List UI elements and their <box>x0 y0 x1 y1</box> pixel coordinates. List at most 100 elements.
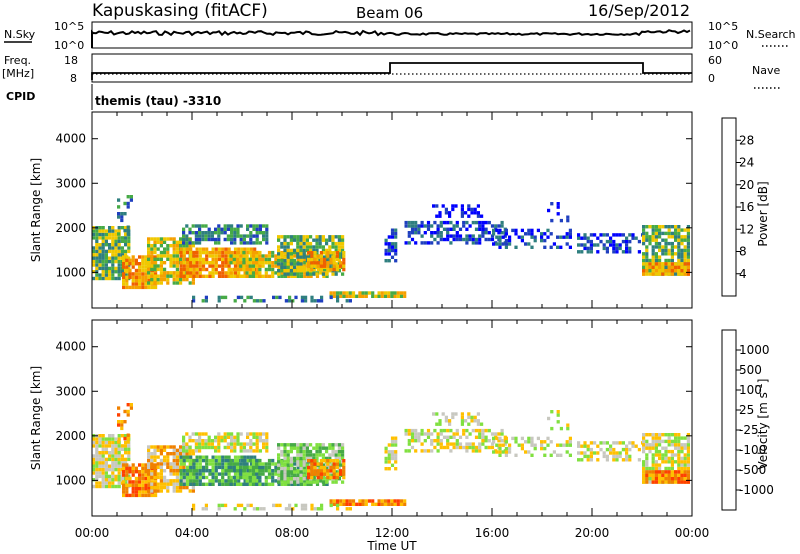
power-cell <box>605 239 609 244</box>
power-cell <box>492 228 496 233</box>
power-cell <box>124 226 128 230</box>
velocity-cell <box>316 475 320 480</box>
velocity-cell <box>332 502 336 506</box>
velocity-cell <box>277 470 281 474</box>
power-cell <box>628 239 632 244</box>
power-cell <box>661 225 665 229</box>
power-cell <box>468 237 472 242</box>
velocity-cell <box>645 456 649 461</box>
power-cell <box>345 294 349 298</box>
velocity-cell <box>390 436 395 440</box>
power-cell <box>504 242 508 246</box>
power-cell <box>508 242 512 246</box>
velocity-cell <box>612 441 616 445</box>
power-cell <box>101 276 105 281</box>
power-cell <box>364 294 368 298</box>
power-cell <box>667 235 671 239</box>
power-cell <box>296 248 300 253</box>
power-cell <box>602 246 606 251</box>
velocity-cell <box>674 460 678 464</box>
power-cell <box>471 234 475 238</box>
power-cell <box>163 240 167 244</box>
power-cell <box>101 273 105 277</box>
velocity-cell <box>248 458 252 463</box>
velocity-cell <box>277 482 281 486</box>
power-colorbar-tick-label: 8 <box>739 245 747 259</box>
power-cell <box>92 236 96 240</box>
power-cell <box>128 272 132 276</box>
power-cell <box>248 274 252 278</box>
velocity-cell <box>464 419 468 423</box>
velocity-cell <box>185 485 189 490</box>
velocity-cell <box>192 465 196 470</box>
velocity-cell <box>92 464 96 468</box>
velocity-cell <box>221 479 225 483</box>
velocity-cell <box>625 451 629 455</box>
velocity-cell <box>223 439 227 443</box>
velocity-cell <box>473 419 477 423</box>
velocity-cell <box>680 480 684 484</box>
power-cell <box>104 249 108 254</box>
velocity-cell <box>417 432 421 436</box>
velocity-cell <box>217 458 222 463</box>
velocity-cell <box>387 453 391 457</box>
power-cell <box>264 274 268 278</box>
power-cell <box>683 238 687 242</box>
power-cell <box>124 232 128 237</box>
velocity-cell <box>283 456 287 461</box>
power-cell <box>583 233 587 237</box>
power-cell <box>104 256 108 260</box>
velocity-cell <box>185 482 190 486</box>
velocity-cell <box>104 447 108 451</box>
power-cell <box>141 258 145 262</box>
power-cell <box>122 282 126 286</box>
power-cell <box>305 272 309 276</box>
velocity-cell <box>326 469 330 473</box>
velocity-cell <box>331 449 335 454</box>
date-title: 16/Sep/2012 <box>588 1 690 20</box>
power-cell <box>138 275 142 279</box>
power-cell <box>348 299 352 303</box>
velocity-cell <box>111 451 115 455</box>
velocity-cell <box>258 439 262 443</box>
power-cell <box>175 267 179 272</box>
power-cell <box>111 253 115 257</box>
velocity-cell <box>189 472 193 476</box>
velocity-cell <box>159 482 163 486</box>
power-cell <box>224 247 228 251</box>
power-cell <box>108 273 112 277</box>
velocity-cell <box>264 479 268 483</box>
velocity-cell <box>328 456 332 461</box>
power-cell <box>198 261 202 265</box>
power-cell <box>654 255 658 259</box>
velocity-cell <box>460 415 464 420</box>
velocity-cell <box>224 469 228 473</box>
velocity-cell <box>651 443 655 447</box>
velocity-cell <box>159 489 163 493</box>
velocity-cell <box>460 419 464 423</box>
velocity-cell <box>566 423 570 427</box>
power-cell <box>283 248 287 253</box>
power-cell <box>147 244 151 248</box>
velocity-cell <box>150 470 154 474</box>
power-cell <box>153 277 157 282</box>
velocity-cell <box>618 441 622 445</box>
power-cell <box>325 238 329 242</box>
velocity-cell <box>98 440 102 445</box>
power-cell <box>166 271 170 275</box>
power-cell <box>201 274 206 278</box>
power-cell <box>524 232 528 236</box>
power-cell <box>404 224 408 228</box>
velocity-cell <box>289 470 293 474</box>
power-cell <box>210 237 214 242</box>
velocity-cell <box>371 502 375 506</box>
velocity-cell <box>156 455 160 459</box>
velocity-cell <box>323 469 327 473</box>
velocity-cell <box>680 470 684 474</box>
velocity-cell <box>648 443 652 447</box>
power-cell <box>95 229 99 233</box>
power-cell <box>478 241 482 245</box>
velocity-cell <box>670 439 674 444</box>
